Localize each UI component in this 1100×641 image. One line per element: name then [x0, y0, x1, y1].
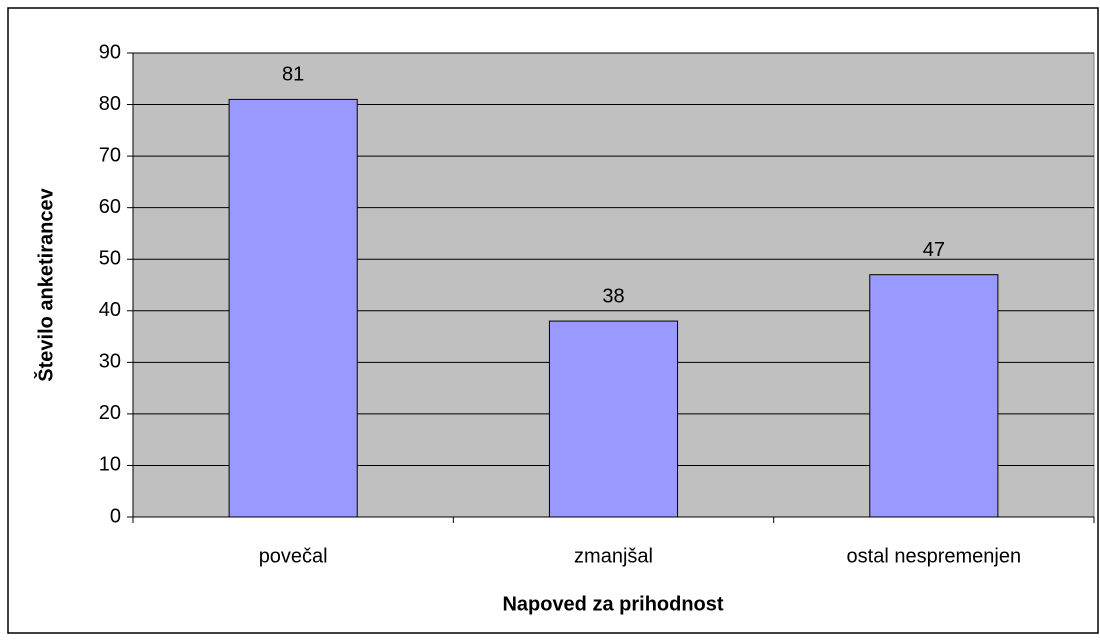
y-tick-label: 70 — [99, 144, 121, 166]
y-tick-label: 60 — [99, 196, 121, 218]
y-tick-label: 30 — [99, 351, 121, 373]
y-tick-label: 20 — [99, 402, 121, 424]
y-tick-label: 90 — [99, 41, 121, 63]
y-axis-title: Število anketirancev — [33, 187, 57, 381]
data-label: 47 — [923, 239, 945, 261]
y-tick-label: 0 — [110, 505, 121, 527]
y-tick-label: 50 — [99, 248, 121, 270]
x-tick-label: ostal nespremenjen — [847, 545, 1022, 567]
data-label: 38 — [602, 285, 624, 307]
y-tick-label: 10 — [99, 454, 121, 476]
data-label: 81 — [282, 64, 304, 86]
x-tick-label: povečal — [259, 545, 328, 567]
y-tick-label: 40 — [99, 299, 121, 321]
bar — [548, 320, 679, 518]
x-axis-title: Napoved za prihodnost — [502, 593, 723, 615]
y-tick-label: 80 — [99, 93, 121, 115]
bar — [869, 274, 999, 518]
x-tick-label: zmanjšal — [574, 545, 653, 567]
bar — [228, 98, 358, 518]
